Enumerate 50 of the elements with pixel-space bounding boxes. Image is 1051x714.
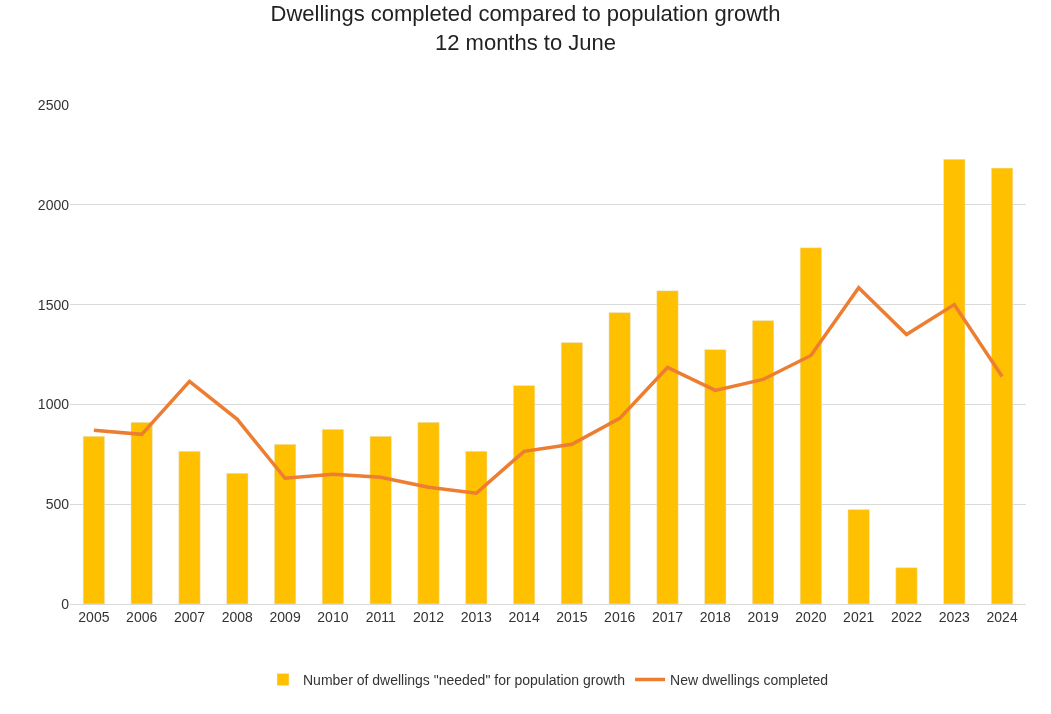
x-tick-label: 2023 <box>938 608 971 625</box>
y-tick-label: 1000 <box>37 396 70 413</box>
x-tick-label: 2018 <box>699 608 732 625</box>
bar <box>847 509 870 604</box>
bar <box>82 436 105 604</box>
legend-label: New dwellings completed <box>670 671 828 688</box>
y-tick-label: 0 <box>61 595 70 612</box>
bar <box>417 422 440 604</box>
x-tick-label: 2024 <box>986 608 1018 625</box>
bar <box>513 385 536 604</box>
x-tick-label: 2005 <box>78 608 110 625</box>
bar <box>130 422 153 604</box>
x-tick-label: 2014 <box>508 608 540 625</box>
chart-title: Dwellings completed compared to population growth 12 months to June <box>270 1 781 56</box>
bar <box>274 444 297 604</box>
x-tick-label: 2013 <box>460 608 493 625</box>
bar <box>895 567 918 604</box>
x-tick-label: 2022 <box>890 608 923 625</box>
y-tick-label: 2500 <box>37 96 70 113</box>
line-series <box>92 285 1004 495</box>
bar <box>943 159 966 604</box>
y-tick-label: 1500 <box>37 296 70 313</box>
bar <box>560 342 583 604</box>
bar <box>226 473 249 604</box>
bar <box>369 436 392 604</box>
x-tick-label: 2008 <box>221 608 254 625</box>
x-tick-label: 2021 <box>843 608 875 625</box>
bar <box>465 451 488 604</box>
bar <box>321 429 344 604</box>
y-tick-label: 500 <box>45 496 70 513</box>
x-tick-label: 2007 <box>173 608 206 625</box>
x-tick-label: 2006 <box>126 608 158 625</box>
x-tick-label: 2009 <box>269 608 301 625</box>
x-tick-label: 2020 <box>795 608 827 625</box>
bar <box>991 167 1014 604</box>
legend-label: Number of dwellings "needed" for population growth <box>303 671 626 688</box>
bar <box>608 312 631 604</box>
bar <box>656 290 679 604</box>
x-tick-label: 2019 <box>747 608 779 625</box>
x-tick-label: 2015 <box>556 608 588 625</box>
x-tick-label: 2011 <box>365 608 396 625</box>
bar <box>178 451 201 604</box>
y-tick-label: 2000 <box>37 196 70 213</box>
bar <box>704 349 727 604</box>
x-tick-label: 2017 <box>651 608 684 625</box>
x-tick-label: 2012 <box>412 608 445 625</box>
x-tick-label: 2010 <box>317 608 349 625</box>
bar <box>799 247 822 604</box>
x-tick-label: 2016 <box>604 608 636 625</box>
bar <box>752 320 775 604</box>
